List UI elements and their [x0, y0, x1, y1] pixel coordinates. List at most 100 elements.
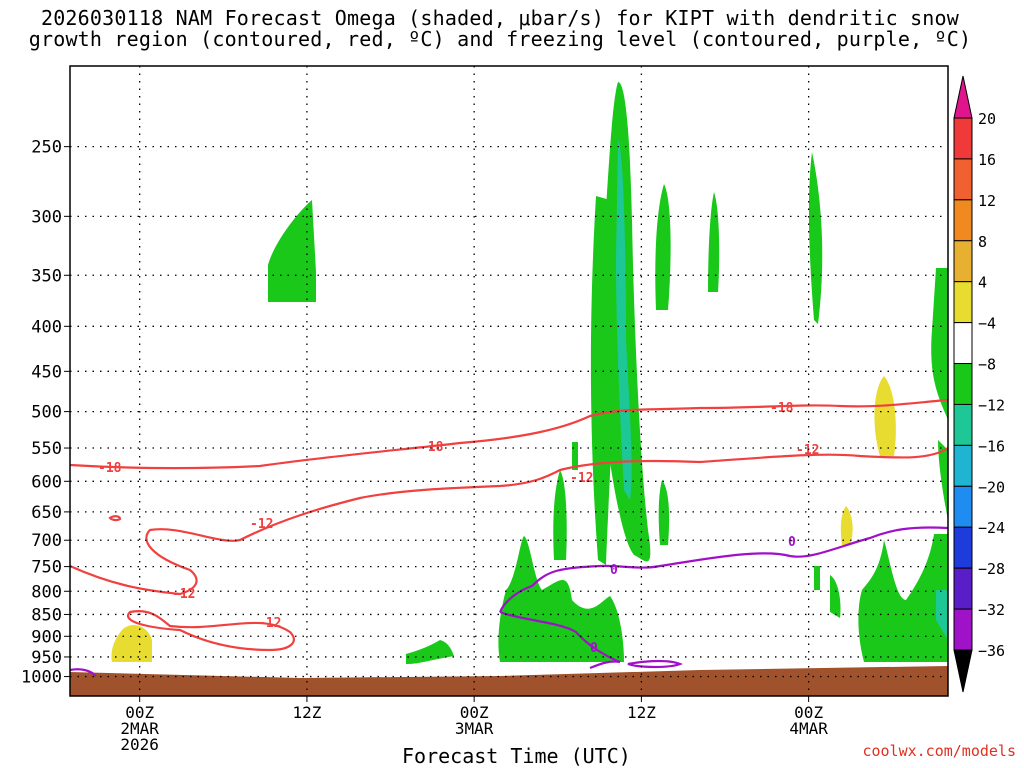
omega-area [936, 590, 948, 640]
colorbar-swatch [953, 444, 973, 487]
y-tick-label: 450 [31, 362, 62, 382]
colorbar-label: 4 [978, 274, 987, 292]
x-tick-label: 00Z [460, 703, 489, 722]
y-tick-label: 300 [31, 207, 62, 227]
contour-label: -12 [250, 517, 273, 532]
y-tick-label: 650 [31, 503, 62, 523]
colorbar-swatch [953, 526, 973, 569]
y-tick-label: 850 [31, 605, 62, 625]
freezing-contour [627, 659, 683, 669]
colorbar: 20 16 12 8 4 −4 −8 −12 −16 −20 −24 −28 −32 −36 [953, 75, 1005, 693]
omega-area [830, 575, 841, 618]
gridlines [70, 66, 948, 696]
omega-area [590, 196, 614, 565]
x-tick-label: 4MAR [789, 719, 828, 738]
colorbar-label: 20 [978, 110, 996, 128]
colorbar-label: 8 [978, 233, 987, 251]
plot-frame [69, 65, 949, 697]
freezing-contour [589, 660, 621, 670]
y-tick-label: 700 [31, 531, 62, 551]
colorbar-label: 12 [978, 192, 996, 210]
x-tick-label: 00Z [125, 703, 154, 722]
omega-area [840, 506, 853, 545]
colorbar-swatch [953, 485, 973, 528]
freezing-contours [69, 526, 949, 677]
freezing-contour [69, 668, 97, 677]
x-tick-label: 3MAR [455, 719, 494, 738]
colorbar-label: −4 [978, 315, 996, 333]
contour-label: -12 [172, 587, 195, 602]
omega-area [874, 376, 896, 456]
omega-area [808, 152, 823, 324]
contour-label: -18 [420, 440, 444, 455]
y-tick-label: 600 [31, 472, 62, 492]
colorbar-swatch [953, 608, 973, 651]
y-axis: 2503003504004505005506006507007508008509… [21, 138, 70, 688]
colorbar-swatch [953, 281, 973, 324]
y-tick-label: 800 [31, 582, 62, 602]
y-tick-label: 1000 [21, 668, 62, 688]
colorbar-swatch [953, 322, 973, 365]
colorbar-label: 16 [978, 151, 996, 169]
colorbar-swatch [953, 199, 973, 242]
x-tick-label: 12Z [292, 703, 321, 722]
dgz-small-loop [108, 515, 122, 522]
title-line-2: growth region (contoured, red, ºC) and f… [28, 27, 972, 51]
contour-label: -12 [796, 443, 819, 458]
dgz-warm-loop [126, 610, 295, 652]
colorbar-swatch [953, 403, 973, 446]
omega-area [858, 534, 948, 662]
colorbar-swatch [953, 158, 973, 201]
x-axis-label: Forecast Time (UTC) [402, 744, 631, 768]
freezing-contour [499, 610, 621, 664]
y-tick-label: 250 [31, 138, 62, 158]
omega-area [708, 192, 720, 292]
omega-area [931, 268, 948, 420]
y-tick-label: 350 [31, 266, 62, 286]
colorbar-top-arrow [953, 75, 973, 119]
x-tick-label: 2MAR [120, 719, 159, 738]
freezing-contour [498, 526, 949, 613]
y-tick-label: 500 [31, 403, 62, 423]
y-tick-label: 750 [31, 558, 62, 578]
freezing-label: 0 [590, 641, 598, 656]
title-line-1: 2026030118 NAM Forecast Omega (shaded, μ… [40, 6, 960, 30]
omega-area [572, 442, 578, 470]
freezing-label: 0 [610, 563, 618, 578]
chart-title: 2026030118 NAM Forecast Omega (shaded, μ… [0, 8, 1000, 50]
freezing-label: 0 [788, 535, 796, 550]
omega-shading [111, 82, 948, 664]
x-tick-label: 12Z [627, 703, 656, 722]
y-tick-label: 950 [31, 648, 62, 668]
y-tick-label: 400 [31, 317, 62, 337]
colorbar-label: −36 [978, 642, 1005, 660]
omega-area [406, 640, 454, 664]
contour-label: -12 [258, 616, 281, 631]
colorbar-swatch [953, 363, 973, 405]
colorbar-label: −28 [978, 560, 1005, 578]
dgz-contours [69, 398, 949, 652]
omega-area [938, 440, 948, 520]
y-tick-label: 550 [31, 439, 62, 459]
omega-area [655, 184, 671, 310]
contour-label: -12 [570, 471, 593, 486]
credit-text: coolwx.com/models [862, 742, 1016, 760]
y-tick-label: 900 [31, 627, 62, 647]
x-tick-label: 2026 [120, 735, 159, 754]
contour-label: -18 [98, 461, 122, 476]
colorbar-label: −12 [978, 396, 1005, 414]
colorbar-label: −16 [978, 437, 1005, 455]
colorbar-swatch [953, 240, 973, 283]
dgz-warm-contour [69, 447, 949, 596]
ground-terrain [70, 666, 948, 696]
omega-area [111, 625, 152, 662]
omega-area [553, 470, 567, 560]
omega-area [268, 200, 316, 302]
contour-label: -18 [770, 401, 794, 416]
colorbar-label: −8 [978, 356, 996, 374]
colorbar-label: −20 [978, 478, 1005, 496]
omega-area [814, 566, 820, 590]
omega-area [498, 536, 624, 662]
